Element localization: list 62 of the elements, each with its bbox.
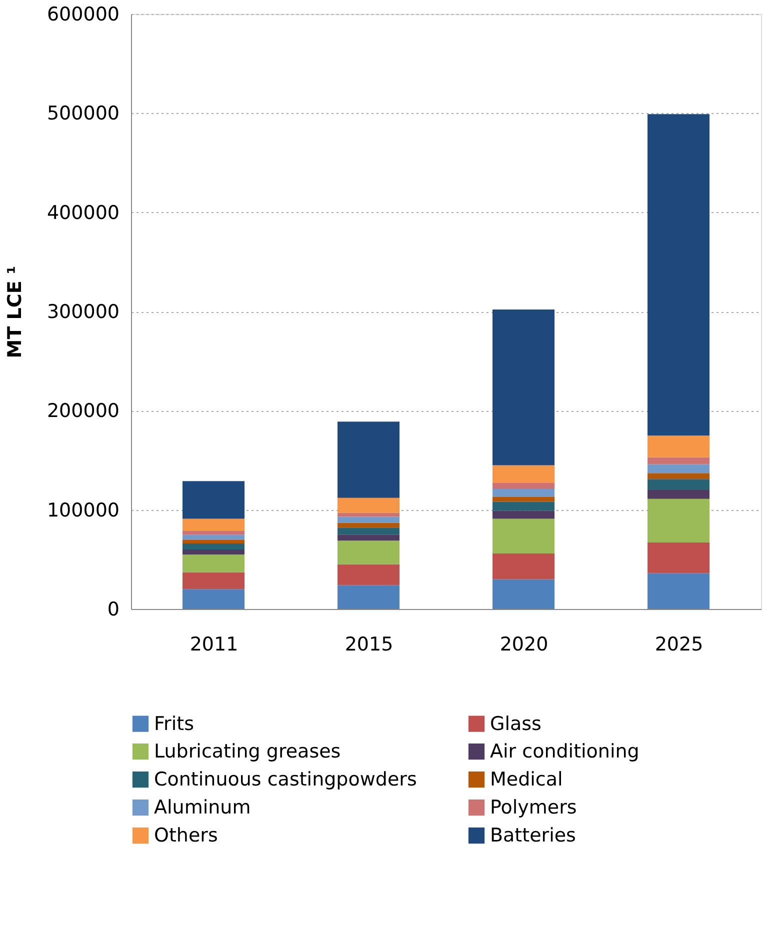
bar [492, 483, 554, 490]
bar [648, 114, 710, 436]
legend-label: Others [154, 824, 218, 846]
bar [648, 490, 710, 499]
y-tick-label: 400000 [46, 202, 120, 224]
bar [182, 481, 244, 519]
bar [492, 465, 554, 484]
y-tick-label: 0 [107, 598, 120, 620]
bar [182, 554, 244, 572]
legend-label: Lubricating greases [154, 740, 341, 762]
legend-label: Batteries [490, 824, 576, 846]
bar [338, 516, 400, 523]
bar [182, 550, 244, 554]
bar [338, 585, 400, 609]
bar [492, 489, 554, 497]
bar [182, 572, 244, 590]
bar [648, 457, 710, 464]
bar [492, 502, 554, 511]
bar [182, 530, 244, 535]
legend-label: Polymers [490, 796, 577, 818]
bar [648, 542, 710, 574]
bar [182, 518, 244, 531]
bar [492, 510, 554, 519]
bar [648, 573, 710, 609]
y-tick-label: 200000 [46, 400, 120, 422]
x-tick-label: 2015 [344, 634, 394, 656]
bar [338, 534, 400, 541]
bar [338, 522, 400, 528]
bar [648, 435, 710, 458]
bar [492, 518, 554, 554]
bar [648, 464, 710, 474]
bar [648, 498, 710, 543]
y-tick-label: 600000 [46, 4, 120, 26]
bar [182, 540, 244, 544]
x-tick-label: 2011 [190, 634, 238, 656]
bar [182, 589, 244, 609]
legend-label: Air conditioning [490, 740, 640, 762]
legend-label: Continuous castingpowders [154, 768, 417, 790]
bar [492, 579, 554, 609]
legend-label: Medical [490, 768, 563, 790]
bar [648, 473, 710, 480]
legend-label: Aluminum [154, 796, 251, 818]
legend-label: Frits [154, 712, 194, 735]
bar [182, 534, 244, 540]
bar [338, 540, 400, 564]
bar [648, 479, 710, 490]
bar [338, 528, 400, 535]
bar [338, 498, 400, 513]
bar [338, 564, 400, 586]
bar [182, 544, 244, 550]
bar [338, 422, 400, 498]
y-tick-label: 300000 [46, 301, 120, 323]
bar [492, 496, 554, 502]
bar [492, 310, 554, 466]
x-tick-label: 2025 [654, 634, 704, 656]
bar [338, 512, 400, 517]
bar [492, 553, 554, 580]
x-tick-label: 2020 [500, 634, 548, 656]
y-tick-label: 100000 [46, 499, 120, 522]
legend-label: Glass [490, 712, 542, 735]
y-tick-label: 500000 [46, 102, 120, 125]
y-axis-title: MT LCE ¹ [4, 266, 26, 358]
